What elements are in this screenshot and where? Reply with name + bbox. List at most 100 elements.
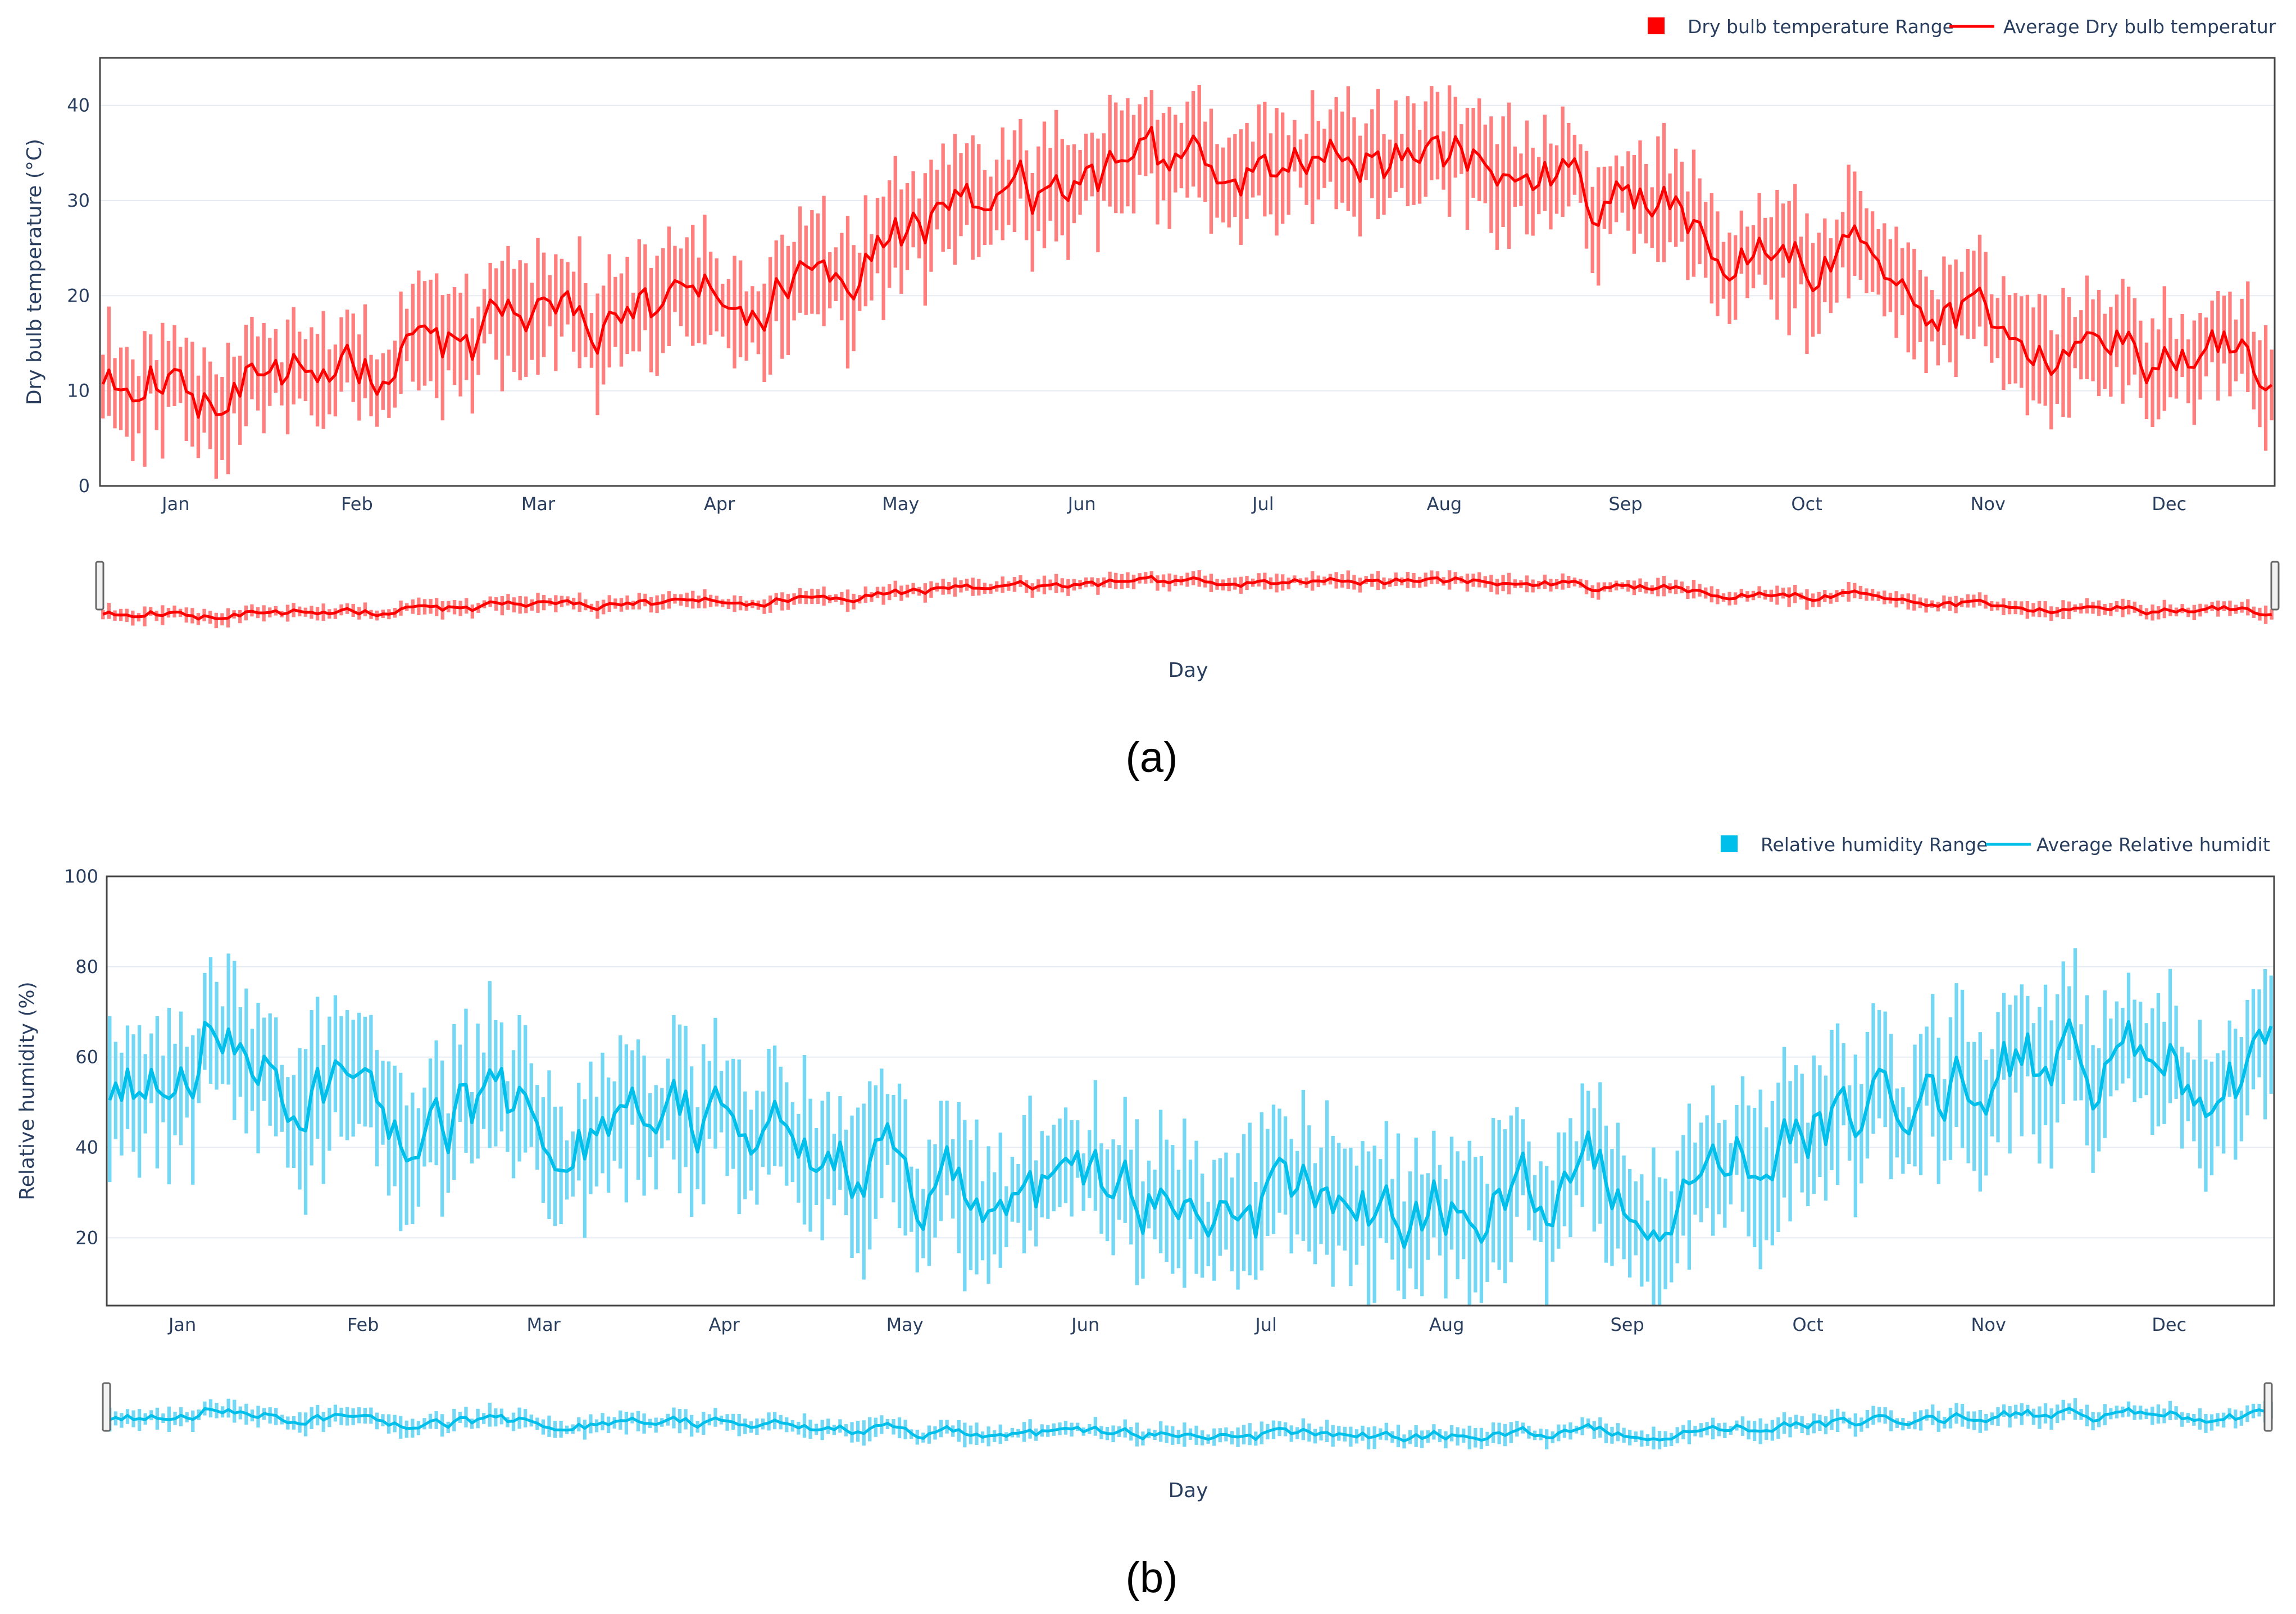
range-bar (649, 267, 653, 372)
range-bar (435, 273, 439, 398)
legend-avg-label-a[interactable]: Average Dry bulb temperatur (2003, 16, 2276, 38)
range-bar (137, 376, 141, 434)
range-bar (161, 1055, 165, 1122)
range-bar (1194, 1140, 1198, 1274)
range-bar (1858, 190, 1863, 280)
slider-range-bar (624, 1412, 629, 1435)
range-bar (667, 226, 671, 347)
range-bar (1328, 109, 1333, 182)
x-tick-label: Oct (1792, 1314, 1823, 1335)
x-axis-title-b: Day (1168, 1479, 1208, 1502)
range-bar (1304, 134, 1308, 205)
range-bar (673, 245, 677, 312)
slider-range-bar (2246, 599, 2250, 616)
range-slider-left-handle-b[interactable] (102, 1382, 111, 1432)
range-bar (1165, 1139, 1169, 1262)
range-bar (1233, 134, 1237, 217)
range-bar (939, 1101, 943, 1221)
range-bar (422, 1087, 426, 1167)
range-bar (897, 1083, 902, 1229)
range-bar (810, 210, 814, 314)
range-bar (969, 1140, 973, 1270)
legend-range-label-b[interactable]: Relative humidity Range (1761, 834, 1988, 856)
slider-range-bar (1711, 1417, 1715, 1440)
range-bar (465, 274, 469, 380)
range-bar (1495, 144, 1499, 250)
range-bar (1325, 1100, 1329, 1255)
range-slider-right-handle-a[interactable] (2270, 561, 2280, 611)
legend-range-swatch-a[interactable] (1648, 17, 1665, 34)
range-bar (1004, 1186, 1008, 1248)
range-bar (2085, 995, 2089, 1145)
slider-range-bar (101, 610, 105, 620)
range-bar (584, 283, 588, 357)
slider-range-bar (2150, 1406, 2154, 1425)
range-bar (1319, 1147, 1323, 1244)
range-bar (631, 292, 635, 352)
slider-range-bar (226, 1398, 230, 1418)
range-bar (1865, 208, 1868, 294)
range-bar (1847, 164, 1851, 299)
range-bar (2239, 1037, 2244, 1142)
range-bar (1978, 1032, 1982, 1192)
range-bar (1197, 84, 1201, 198)
range-bar (1788, 1081, 1792, 1222)
range-bar (2139, 320, 2143, 398)
slider-range-bar (547, 1415, 551, 1437)
range-bar (826, 1092, 830, 1199)
slider-range-bar (689, 1415, 694, 1437)
legend-range-label-a[interactable]: Dry bulb temperature Range (1688, 16, 1954, 38)
range-bar (1721, 242, 1726, 299)
range-bar (1687, 1103, 1692, 1270)
range-bar (1913, 1044, 1917, 1167)
range-slider-b[interactable] (108, 1398, 2273, 1449)
range-bar (2228, 292, 2232, 397)
range-bar (1012, 130, 1017, 233)
range-bar (1931, 994, 1935, 1137)
range-bar (814, 1127, 819, 1205)
range-bar (1156, 120, 1160, 225)
y-tick-label: 10 (67, 380, 90, 402)
range-bar (262, 322, 266, 434)
range-bar (1001, 127, 1004, 240)
x-tick-label: May (886, 1314, 924, 1335)
x-tick-label: Mar (521, 493, 556, 515)
range-bar (1889, 1034, 1893, 1180)
range-bar (1907, 1107, 1911, 1165)
range-bar (494, 268, 498, 360)
range-bar (1835, 219, 1839, 303)
legend-avg-label-b[interactable]: Average Relative humidit (2036, 834, 2270, 856)
range-bar (1662, 122, 1666, 262)
slider-range-bar (2031, 603, 2035, 617)
slider-range-bar (1396, 1424, 1401, 1448)
range-bar (589, 1061, 593, 1194)
range-bar (1794, 1065, 1798, 1163)
range-bar (250, 317, 254, 399)
range-bar (2043, 984, 2048, 1125)
range-slider-right-handle-b[interactable] (2263, 1382, 2273, 1432)
range-bar (1602, 166, 1607, 229)
legend-range-swatch-b[interactable] (1721, 835, 1738, 852)
range-bar (488, 262, 492, 334)
range-bar (1366, 1151, 1371, 1306)
range-slider-a[interactable] (101, 570, 2274, 629)
range-bar (2091, 299, 2095, 381)
range-bar (113, 358, 117, 429)
range-bar (1420, 1174, 1424, 1297)
range-bar (713, 1017, 717, 1149)
range-slider-left-handle-a[interactable] (95, 561, 104, 611)
range-bar (762, 283, 766, 383)
y-tick-label: 60 (75, 1047, 98, 1068)
range-bar (1787, 201, 1791, 335)
range-bar (1757, 193, 1761, 275)
range-bar (2180, 313, 2184, 378)
range-bar (137, 1025, 142, 1178)
range-bar (167, 1007, 171, 1185)
range-bar (458, 292, 462, 397)
range-bar (363, 1016, 367, 1127)
range-bar (708, 251, 713, 335)
range-bar (476, 1024, 480, 1159)
range-bar (2156, 993, 2161, 1127)
x-tick-label: Oct (1791, 493, 1822, 515)
range-bar (226, 953, 230, 1085)
